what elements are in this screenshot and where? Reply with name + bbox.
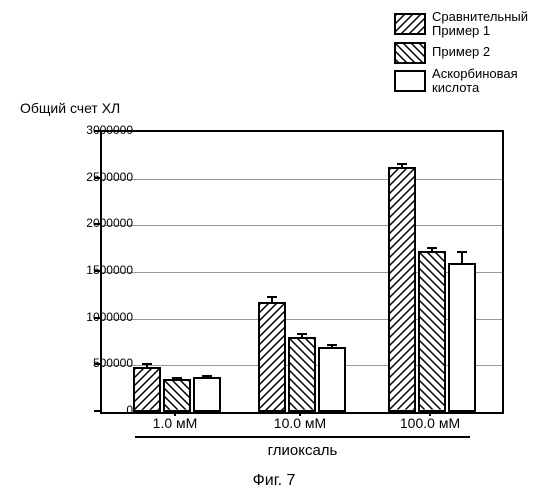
bar-ex-2 (418, 251, 446, 412)
bar-ascorbic (318, 347, 346, 412)
ytick-label: 2500000 (63, 170, 133, 184)
legend: Сравнительный Пример 1 Пример 2 Аскорбинов… (394, 10, 528, 98)
legend-item: Аскорбиновая кислота (394, 67, 528, 96)
legend-label: Сравнительный Пример 1 (432, 10, 528, 39)
error-cap (327, 344, 337, 346)
plain-swatch-icon (394, 70, 426, 92)
gridline (102, 179, 502, 180)
bar-ascorbic (448, 263, 476, 412)
error-cap (267, 296, 277, 298)
xtick-label: 10.0 мМ (274, 415, 326, 431)
bar-ex-2 (163, 379, 191, 412)
figure-caption: Фиг. 7 (253, 472, 296, 490)
hatch-left-icon (394, 42, 426, 64)
bar-comp-ex-1 (258, 302, 286, 412)
x-axis-underline (135, 436, 470, 438)
y-axis-label: Общий счет ХЛ (20, 100, 120, 116)
xtick-label: 1.0 мМ (153, 415, 198, 431)
x-axis-label: глиоксаль (268, 442, 338, 459)
legend-label: Пример 2 (432, 45, 490, 59)
bar-comp-ex-1 (133, 367, 161, 412)
ytick-label: 2000000 (63, 216, 133, 230)
error-cap (142, 363, 152, 365)
bar-ascorbic (193, 377, 221, 412)
xtick-mark (299, 410, 301, 416)
error-cap (427, 247, 437, 249)
bar-comp-ex-1 (388, 167, 416, 412)
chart-figure: Сравнительный Пример 1 Пример 2 Аскорбинов… (10, 10, 538, 490)
legend-item: Пример 2 (394, 42, 528, 64)
xtick-mark (429, 410, 431, 416)
legend-item: Сравнительный Пример 1 (394, 10, 528, 39)
error-cap (202, 375, 212, 377)
plot-area (100, 130, 504, 414)
ytick-label: 3000000 (63, 123, 133, 137)
gridline (102, 225, 502, 226)
error-cap (397, 163, 407, 165)
xtick-mark (174, 410, 176, 416)
xtick-label: 100.0 мМ (400, 415, 460, 431)
error-cap (297, 333, 307, 335)
ytick-label: 0 (63, 403, 133, 417)
error-cap (172, 377, 182, 379)
ytick-label: 1000000 (63, 310, 133, 324)
bar-ex-2 (288, 337, 316, 412)
hatch-right-icon (394, 13, 426, 35)
legend-label: Аскорбиновая кислота (432, 67, 518, 96)
ytick-label: 500000 (63, 356, 133, 370)
error-cap (457, 251, 467, 253)
ytick-label: 1500000 (63, 263, 133, 277)
